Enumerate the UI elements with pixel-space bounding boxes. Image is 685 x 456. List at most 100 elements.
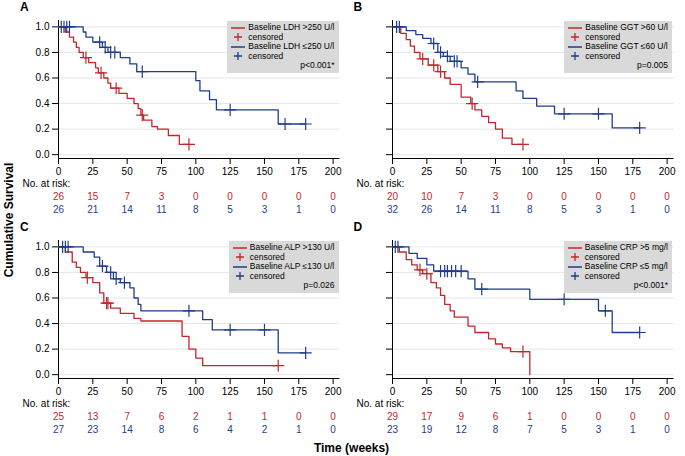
svg-text:3: 3 xyxy=(159,191,165,202)
svg-text:25: 25 xyxy=(87,166,99,177)
svg-text:1.0: 1.0 xyxy=(36,241,50,252)
svg-text:1.0: 1.0 xyxy=(36,21,50,32)
svg-text:1: 1 xyxy=(630,424,636,435)
svg-text:21: 21 xyxy=(87,204,99,215)
svg-text:5: 5 xyxy=(561,204,567,215)
svg-text:175: 175 xyxy=(624,386,641,397)
svg-text:0: 0 xyxy=(664,411,670,422)
svg-text:12: 12 xyxy=(455,424,467,435)
svg-text:15: 15 xyxy=(87,191,99,202)
svg-text:0: 0 xyxy=(56,386,62,397)
svg-text:26: 26 xyxy=(53,191,65,202)
svg-text:75: 75 xyxy=(156,386,168,397)
svg-text:0: 0 xyxy=(595,191,601,202)
svg-text:10: 10 xyxy=(421,191,433,202)
svg-text:175: 175 xyxy=(290,166,307,177)
svg-text:100: 100 xyxy=(521,166,538,177)
svg-text:17: 17 xyxy=(421,411,433,422)
svg-text:0: 0 xyxy=(561,191,567,202)
svg-text:0: 0 xyxy=(389,166,395,177)
svg-text:25: 25 xyxy=(421,166,433,177)
svg-text:11: 11 xyxy=(490,204,501,215)
svg-text:27: 27 xyxy=(53,424,65,435)
svg-text:150: 150 xyxy=(256,166,273,177)
svg-text:0: 0 xyxy=(664,191,670,202)
svg-text:100: 100 xyxy=(521,386,538,397)
svg-text:14: 14 xyxy=(455,204,467,215)
svg-text:50: 50 xyxy=(455,166,467,177)
svg-text:0: 0 xyxy=(296,411,302,422)
svg-text:25: 25 xyxy=(53,411,65,422)
svg-text:0: 0 xyxy=(527,191,533,202)
svg-text:0.4: 0.4 xyxy=(36,318,50,329)
svg-text:6: 6 xyxy=(159,411,165,422)
svg-text:0: 0 xyxy=(330,424,336,435)
svg-text:3: 3 xyxy=(262,204,268,215)
svg-text:0.0: 0.0 xyxy=(36,149,50,160)
svg-text:0: 0 xyxy=(296,191,302,202)
svg-text:29: 29 xyxy=(386,411,398,422)
svg-text:125: 125 xyxy=(555,166,572,177)
svg-text:75: 75 xyxy=(489,386,501,397)
svg-text:50: 50 xyxy=(455,386,467,397)
svg-text:1: 1 xyxy=(527,411,533,422)
svg-text:5: 5 xyxy=(561,424,567,435)
svg-text:32: 32 xyxy=(386,204,398,215)
svg-text:50: 50 xyxy=(122,166,134,177)
svg-text:0: 0 xyxy=(630,411,636,422)
svg-text:6: 6 xyxy=(492,411,498,422)
svg-text:175: 175 xyxy=(624,166,641,177)
svg-text:2: 2 xyxy=(193,411,199,422)
svg-text:0.6: 0.6 xyxy=(36,72,50,83)
svg-text:26: 26 xyxy=(53,204,65,215)
svg-text:0: 0 xyxy=(330,411,336,422)
svg-text:0: 0 xyxy=(262,191,268,202)
svg-text:0: 0 xyxy=(561,411,567,422)
svg-text:200: 200 xyxy=(658,166,675,177)
svg-text:7: 7 xyxy=(527,424,533,435)
svg-text:0: 0 xyxy=(664,424,670,435)
svg-text:3: 3 xyxy=(492,191,498,202)
svg-text:0: 0 xyxy=(389,386,395,397)
svg-text:0: 0 xyxy=(330,204,336,215)
svg-text:0.4: 0.4 xyxy=(36,98,50,109)
svg-text:0.2: 0.2 xyxy=(36,123,50,134)
svg-text:100: 100 xyxy=(187,386,204,397)
svg-text:No. at risk:: No. at risk: xyxy=(356,398,404,409)
svg-text:25: 25 xyxy=(87,386,99,397)
svg-text:1: 1 xyxy=(227,411,233,422)
svg-text:0.8: 0.8 xyxy=(36,267,50,278)
svg-text:1: 1 xyxy=(630,204,636,215)
svg-text:1: 1 xyxy=(296,204,302,215)
svg-text:No. at risk:: No. at risk: xyxy=(23,178,71,189)
svg-text:1: 1 xyxy=(296,424,302,435)
svg-text:75: 75 xyxy=(156,166,168,177)
svg-text:6: 6 xyxy=(193,424,199,435)
svg-text:0.2: 0.2 xyxy=(36,343,50,354)
svg-text:125: 125 xyxy=(555,386,572,397)
svg-text:3: 3 xyxy=(595,204,601,215)
svg-text:0.6: 0.6 xyxy=(36,292,50,303)
svg-text:0: 0 xyxy=(595,411,601,422)
svg-text:150: 150 xyxy=(590,166,607,177)
svg-text:100: 100 xyxy=(187,166,204,177)
svg-text:2: 2 xyxy=(262,424,268,435)
svg-text:20: 20 xyxy=(386,191,398,202)
svg-text:25: 25 xyxy=(421,386,433,397)
svg-text:7: 7 xyxy=(458,191,464,202)
svg-text:0: 0 xyxy=(227,191,233,202)
svg-text:50: 50 xyxy=(122,386,134,397)
svg-text:No. at risk:: No. at risk: xyxy=(356,178,404,189)
svg-text:14: 14 xyxy=(122,424,134,435)
svg-text:175: 175 xyxy=(290,386,307,397)
svg-text:23: 23 xyxy=(386,424,398,435)
svg-text:23: 23 xyxy=(87,424,99,435)
svg-text:1: 1 xyxy=(262,411,268,422)
svg-text:125: 125 xyxy=(222,386,239,397)
svg-text:9: 9 xyxy=(458,411,464,422)
svg-text:26: 26 xyxy=(421,204,433,215)
svg-text:0.0: 0.0 xyxy=(36,369,50,380)
svg-text:19: 19 xyxy=(421,424,433,435)
svg-text:8: 8 xyxy=(492,424,498,435)
svg-text:0: 0 xyxy=(330,191,336,202)
